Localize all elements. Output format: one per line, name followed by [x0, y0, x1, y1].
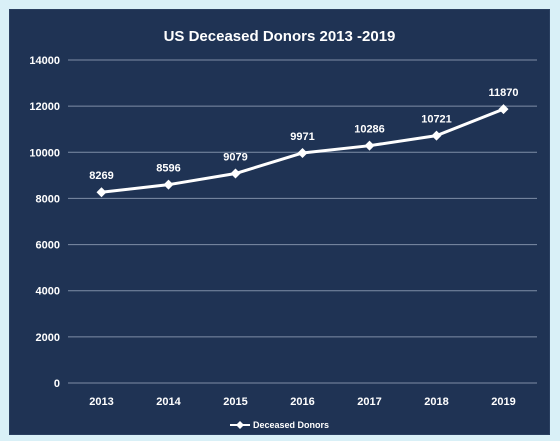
- x-tick-label: 2019: [491, 396, 515, 408]
- data-point-marker: [230, 168, 241, 179]
- data-point-marker: [163, 179, 174, 190]
- x-tick-label: 2017: [357, 396, 381, 408]
- data-label: 8269: [89, 170, 113, 182]
- x-tick-label: 2016: [290, 396, 314, 408]
- x-tick-label: 2014: [156, 396, 181, 408]
- y-tick-label: 12000: [29, 101, 60, 113]
- chart-title: US Deceased Donors 2013 -2019: [163, 28, 396, 45]
- data-point-marker: [297, 147, 308, 158]
- data-label: 10721: [421, 114, 452, 126]
- y-tick-label: 8000: [36, 193, 60, 205]
- data-label: 8596: [156, 163, 180, 175]
- data-point-marker: [96, 187, 107, 198]
- y-tick-label: 2000: [36, 332, 60, 344]
- y-tick-label: 0: [54, 378, 60, 390]
- data-point-marker: [498, 104, 509, 115]
- data-label: 11870: [489, 87, 519, 99]
- data-point-marker: [431, 130, 442, 141]
- x-tick-label: 2015: [223, 396, 247, 408]
- legend-line-diamond-icon: [229, 421, 250, 429]
- chart-frame: US Deceased Donors 2013 -2019 0 2000 4000 6…: [10, 10, 549, 434]
- y-tick-label: 4000: [36, 286, 60, 298]
- y-tick-label: 6000: [36, 240, 60, 252]
- chart-legend: Deceased Donors: [10, 420, 549, 430]
- data-point-marker: [364, 140, 375, 151]
- data-label: 9971: [290, 131, 314, 143]
- x-tick-label: 2018: [424, 396, 448, 408]
- x-tick-label: 2013: [89, 396, 113, 408]
- data-label: 10286: [354, 124, 385, 136]
- chart-plot-area: 0 2000 4000 6000 8000 10000 12000 14000 2013 2014…: [29, 55, 537, 408]
- y-tick-label: 14000: [29, 55, 60, 67]
- data-label: 9079: [223, 152, 247, 164]
- y-tick-label: 10000: [29, 147, 60, 159]
- legend-series-label: Deceased Donors: [252, 420, 330, 430]
